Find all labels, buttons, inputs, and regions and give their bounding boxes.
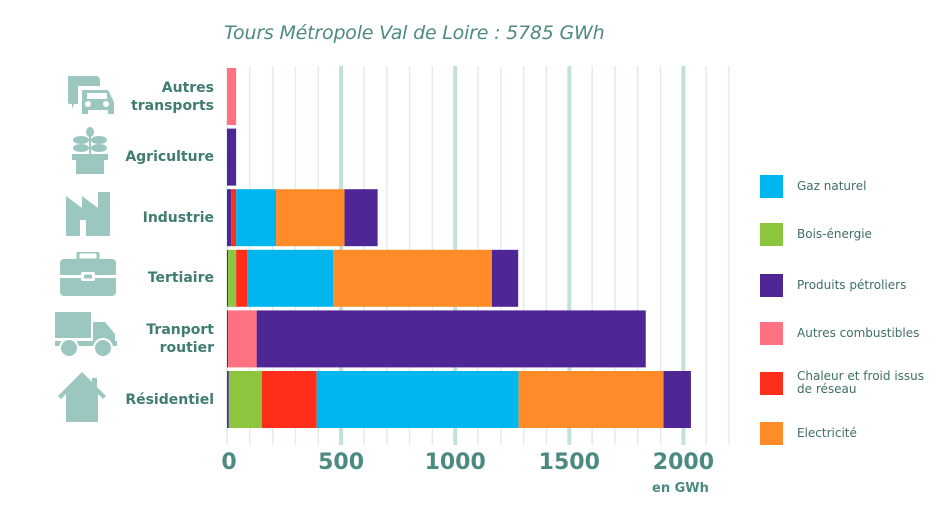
bar-segment: [261, 371, 317, 428]
bar-segment: [276, 189, 345, 247]
category-label-line: Industrie: [142, 209, 214, 226]
bar-segment: [491, 249, 519, 307]
truck-icon: [55, 312, 117, 362]
briefcase-icon: [60, 250, 116, 300]
house-icon: [56, 372, 108, 426]
legend-item: Produits pétroliers: [760, 274, 906, 297]
bar-segment: [663, 371, 691, 428]
bar-segment: [518, 371, 664, 428]
factory-icon: [66, 192, 112, 240]
plant-pot-icon: [70, 126, 110, 178]
category-label: Industrie: [74, 209, 214, 227]
legend-swatch: [760, 422, 783, 445]
legend-item: Electricité: [760, 422, 857, 445]
x-axis-unit-label: en GWh: [652, 481, 709, 496]
category-label: Tranport routier: [74, 321, 214, 357]
bar-segment: [228, 310, 257, 368]
legend-item: Gaz naturel: [760, 175, 866, 198]
category-label-line: routier: [159, 339, 214, 356]
legend-label: Chaleur et froid issus de réseau: [797, 369, 925, 396]
category-label-line: Autres: [161, 79, 214, 96]
category-label-line: transports: [131, 97, 214, 114]
legend-swatch: [760, 175, 783, 198]
legend-swatch: [760, 322, 783, 345]
legend-label: Gaz naturel: [797, 179, 867, 193]
category-label-line: Agriculture: [125, 149, 214, 166]
legend-item: Autres combustibles: [760, 322, 919, 345]
bar-segment: [231, 189, 237, 247]
legend-item: Bois-énergie: [760, 223, 872, 246]
bar-segment: [236, 249, 248, 307]
bar-segment: [256, 310, 646, 368]
bar-segment: [228, 371, 262, 428]
category-label: Tertiaire: [74, 269, 214, 287]
legend-label: Bois-énergie: [797, 227, 872, 241]
bar-segment: [227, 128, 237, 186]
bar-segment: [227, 371, 229, 428]
legend-item: Chaleur et froid issus de réseau: [760, 370, 927, 396]
bar-segment: [344, 189, 378, 247]
bar-segment: [236, 189, 277, 247]
bar-segment: [227, 189, 232, 247]
bar-segment: [227, 249, 229, 307]
car-bus-icon: [66, 72, 116, 120]
x-tick-label: 1500: [538, 450, 600, 475]
bar-segment: [227, 310, 229, 368]
x-tick-label: 1000: [424, 450, 486, 475]
category-label-line: Tranport: [146, 321, 214, 338]
legend-label: Produits pétroliers: [797, 278, 907, 292]
category-label-line: Tertiaire: [147, 270, 214, 287]
category-label: Autres transports: [74, 79, 214, 115]
x-tick-label: 500: [318, 450, 365, 475]
bar-segment: [247, 249, 334, 307]
category-label: Agriculture: [74, 148, 214, 166]
chart-title: Tours Métropole Val de Loire : 5785 GWh: [224, 22, 605, 44]
category-label-line: Résidentiel: [125, 391, 214, 408]
bar-segment: [316, 371, 519, 428]
legend-swatch: [760, 223, 783, 246]
bar-segment: [228, 249, 237, 307]
bar-segment: [333, 249, 492, 307]
legend-swatch: [760, 371, 783, 395]
legend-label: Electricité: [797, 426, 857, 440]
x-tick-label: 0: [221, 450, 237, 475]
legend-label: Autres combustibles: [797, 326, 920, 340]
bar-segment: [227, 68, 237, 125]
legend-swatch: [760, 274, 783, 297]
x-tick-label: 2000: [652, 450, 715, 475]
category-label: Résidentiel: [74, 391, 214, 409]
